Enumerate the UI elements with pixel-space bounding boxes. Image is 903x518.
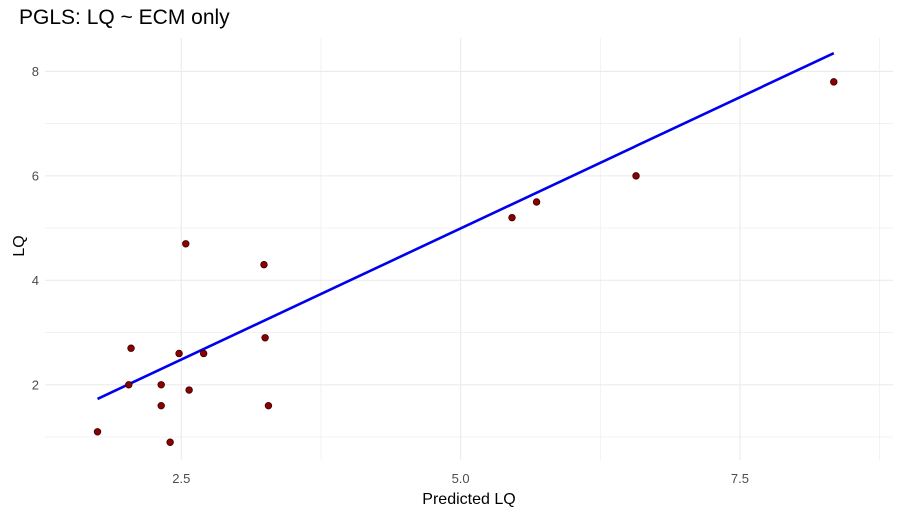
data-point bbox=[261, 334, 269, 342]
data-point bbox=[632, 172, 640, 180]
y-tick-label: 8 bbox=[32, 64, 39, 79]
data-point bbox=[264, 401, 273, 410]
chart-title: PGLS: LQ ~ ECM only bbox=[19, 6, 230, 29]
y-tick-label: 2 bbox=[32, 377, 39, 392]
regression-line bbox=[96, 51, 835, 401]
y-tick-label: 4 bbox=[32, 273, 39, 288]
data-point bbox=[175, 349, 183, 358]
x-tick-label: 7.5 bbox=[731, 471, 749, 486]
data-point bbox=[157, 381, 165, 389]
data-point bbox=[166, 438, 174, 446]
x-tick-label: 2.5 bbox=[172, 471, 190, 486]
data-point bbox=[182, 240, 190, 248]
data-point bbox=[260, 260, 268, 269]
data-point bbox=[125, 381, 133, 389]
data-point bbox=[127, 344, 135, 352]
y-axis-title: LQ bbox=[11, 235, 28, 256]
x-axis-title: Predicted LQ bbox=[422, 491, 515, 508]
data-point bbox=[185, 386, 193, 394]
data-points bbox=[93, 78, 838, 446]
x-axis-ticks: 2.5 5.0 7.5 bbox=[172, 471, 749, 486]
regression-line-layer bbox=[96, 51, 835, 401]
data-point bbox=[157, 401, 165, 410]
data-point bbox=[93, 428, 102, 436]
data-point bbox=[199, 349, 208, 358]
y-axis-ticks: 2 4 6 8 bbox=[32, 64, 39, 392]
data-point bbox=[830, 78, 838, 86]
data-point bbox=[508, 213, 516, 222]
y-tick-label: 6 bbox=[32, 168, 39, 183]
x-tick-label: 5.0 bbox=[452, 471, 470, 486]
grid-lines bbox=[45, 38, 893, 460]
data-point bbox=[532, 198, 541, 206]
